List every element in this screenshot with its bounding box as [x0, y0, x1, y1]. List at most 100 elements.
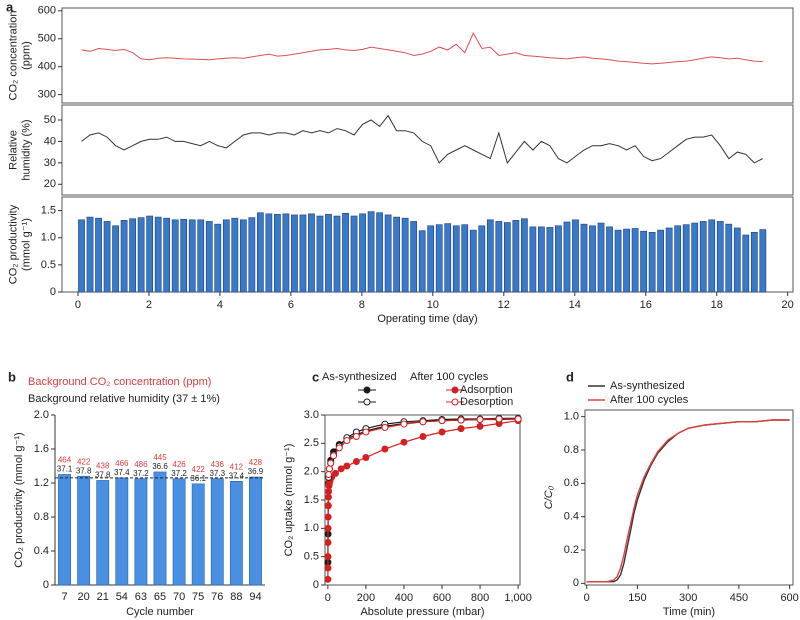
x-tick-label: 2	[146, 299, 152, 311]
x-tick-label: 800	[471, 592, 489, 604]
y-tick-label: 0.5	[304, 551, 319, 563]
x-tick-label: 20	[782, 299, 794, 311]
data-point	[335, 444, 343, 452]
bar	[614, 229, 622, 293]
bar	[469, 229, 477, 293]
rh-annotation: 36.9	[248, 467, 264, 476]
bar	[180, 218, 188, 293]
bar	[197, 219, 205, 293]
bar	[134, 478, 148, 586]
y-tick-label: 0.4	[564, 511, 579, 523]
bar	[78, 219, 85, 293]
rh-annotation: 37.4	[229, 471, 245, 480]
data-point	[330, 452, 338, 460]
x-tick-label: 600	[780, 592, 798, 604]
bar	[359, 213, 366, 293]
x-tick-label: 21	[97, 591, 109, 603]
legend-marker	[451, 386, 459, 394]
bar	[249, 476, 262, 586]
data-point	[362, 454, 370, 461]
y-tick-label: 30	[44, 157, 56, 169]
co2-annotation: 445	[153, 453, 167, 462]
bar	[418, 230, 426, 293]
panel-label: d	[566, 369, 574, 384]
bar	[674, 225, 682, 293]
bar	[248, 217, 256, 293]
y-tick-label: 0	[573, 577, 579, 589]
y-axis-label: CO₂ uptake (mmol g⁻¹)	[283, 444, 295, 557]
data-point	[325, 471, 333, 478]
y-tick-label: 20	[44, 178, 56, 190]
x-tick-label: 0	[75, 299, 81, 311]
plot-frame	[61, 104, 794, 196]
x-axis-label: Operating time (day)	[377, 313, 477, 325]
x-tick-label: 65	[154, 591, 166, 603]
bar	[461, 224, 469, 293]
bar	[589, 225, 596, 293]
x-tick-label: 4	[217, 299, 223, 311]
bar	[95, 217, 102, 293]
bar	[401, 217, 409, 293]
data-point	[324, 524, 332, 532]
bar	[631, 228, 639, 293]
plot-frame	[61, 7, 794, 104]
co2-annotation: 464	[58, 456, 72, 465]
bar	[77, 475, 91, 586]
x-tick-label: 16	[640, 299, 652, 311]
y-tick-label: 0.8	[34, 511, 49, 523]
x-tick-label: 600	[433, 592, 451, 604]
y-axis-label: CO₂ concentration	[7, 11, 19, 101]
y-axis-label: C/C₀	[543, 485, 555, 509]
y-tick-label: 600	[38, 5, 56, 17]
data-point	[457, 416, 465, 424]
data-point	[324, 513, 332, 521]
x-tick-label: 18	[711, 299, 723, 311]
bar	[452, 225, 460, 293]
x-tick-label: 7	[61, 591, 67, 603]
bar	[495, 221, 503, 293]
data-point	[324, 553, 332, 561]
x-tick-label: 12	[498, 299, 510, 311]
bar	[137, 217, 145, 293]
bar	[191, 483, 205, 586]
y-tick-label: 40	[44, 135, 56, 147]
legend-group: After 100 cycles	[410, 371, 489, 383]
bar	[265, 213, 273, 293]
bar	[256, 212, 264, 293]
data-point	[327, 459, 335, 467]
bar	[503, 222, 511, 293]
data-point	[438, 428, 446, 436]
y-axis-label: (ppm)	[20, 41, 32, 70]
legend-label: After 100 cycles	[610, 394, 689, 406]
bar	[699, 221, 707, 293]
rh-annotation: 37.8	[95, 471, 111, 480]
y-tick-label: 2.0	[304, 466, 319, 478]
bar	[350, 215, 358, 293]
bar	[171, 219, 179, 293]
bar	[410, 221, 418, 293]
data-point	[324, 575, 332, 583]
data-point	[362, 428, 370, 436]
bar	[316, 215, 324, 293]
data-point	[325, 488, 333, 495]
data-point	[324, 564, 332, 572]
bar	[376, 212, 383, 293]
line-series	[586, 419, 790, 583]
x-tick-label: 20	[78, 591, 90, 603]
bar	[274, 214, 281, 293]
bar	[444, 223, 452, 293]
bar	[538, 226, 545, 293]
x-tick-label: 0	[325, 592, 331, 604]
data-point	[400, 420, 408, 428]
bar	[750, 231, 758, 293]
bar	[214, 223, 222, 293]
bar	[115, 477, 129, 586]
bar	[163, 217, 171, 293]
y-tick-label: 0	[313, 579, 319, 591]
x-tick-label: 300	[679, 592, 697, 604]
bar	[708, 219, 716, 293]
isotherm-curve	[328, 417, 519, 478]
y-axis-label: humidity (%)	[20, 119, 32, 180]
bar	[299, 214, 307, 293]
co2-annotation: 436	[211, 460, 225, 469]
